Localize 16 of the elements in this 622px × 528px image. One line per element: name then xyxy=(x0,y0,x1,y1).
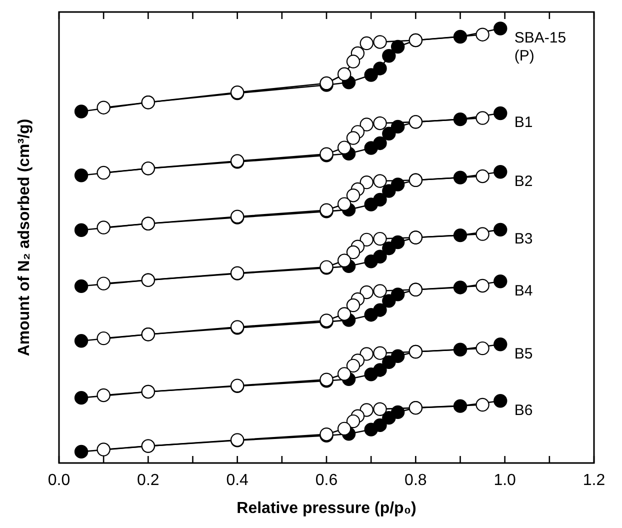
x-tick-label: 0.4 xyxy=(226,472,249,489)
series-label: B6 xyxy=(514,402,533,419)
x-tick-label: 0.0 xyxy=(48,472,70,489)
series-label: B5 xyxy=(514,345,533,362)
x-tick-label: 0.6 xyxy=(315,472,338,489)
series-label: B2 xyxy=(514,172,533,190)
series-label: B1 xyxy=(514,114,533,132)
series-label: B3 xyxy=(514,230,533,248)
x-tick-label: 1.0 xyxy=(494,472,516,489)
y-axis-title: Amount of N₂ adsorbed (cm³/g) xyxy=(16,118,33,356)
x-axis-title: Relative pressure (p/p₀) xyxy=(236,500,416,517)
x-tick-label: 0.2 xyxy=(137,472,160,489)
legend-label: SBA-15 (P) xyxy=(514,30,566,65)
x-tick-label: 1.2 xyxy=(582,472,606,489)
x-tick-label: 0.8 xyxy=(404,472,427,489)
series-label: B4 xyxy=(514,282,533,300)
